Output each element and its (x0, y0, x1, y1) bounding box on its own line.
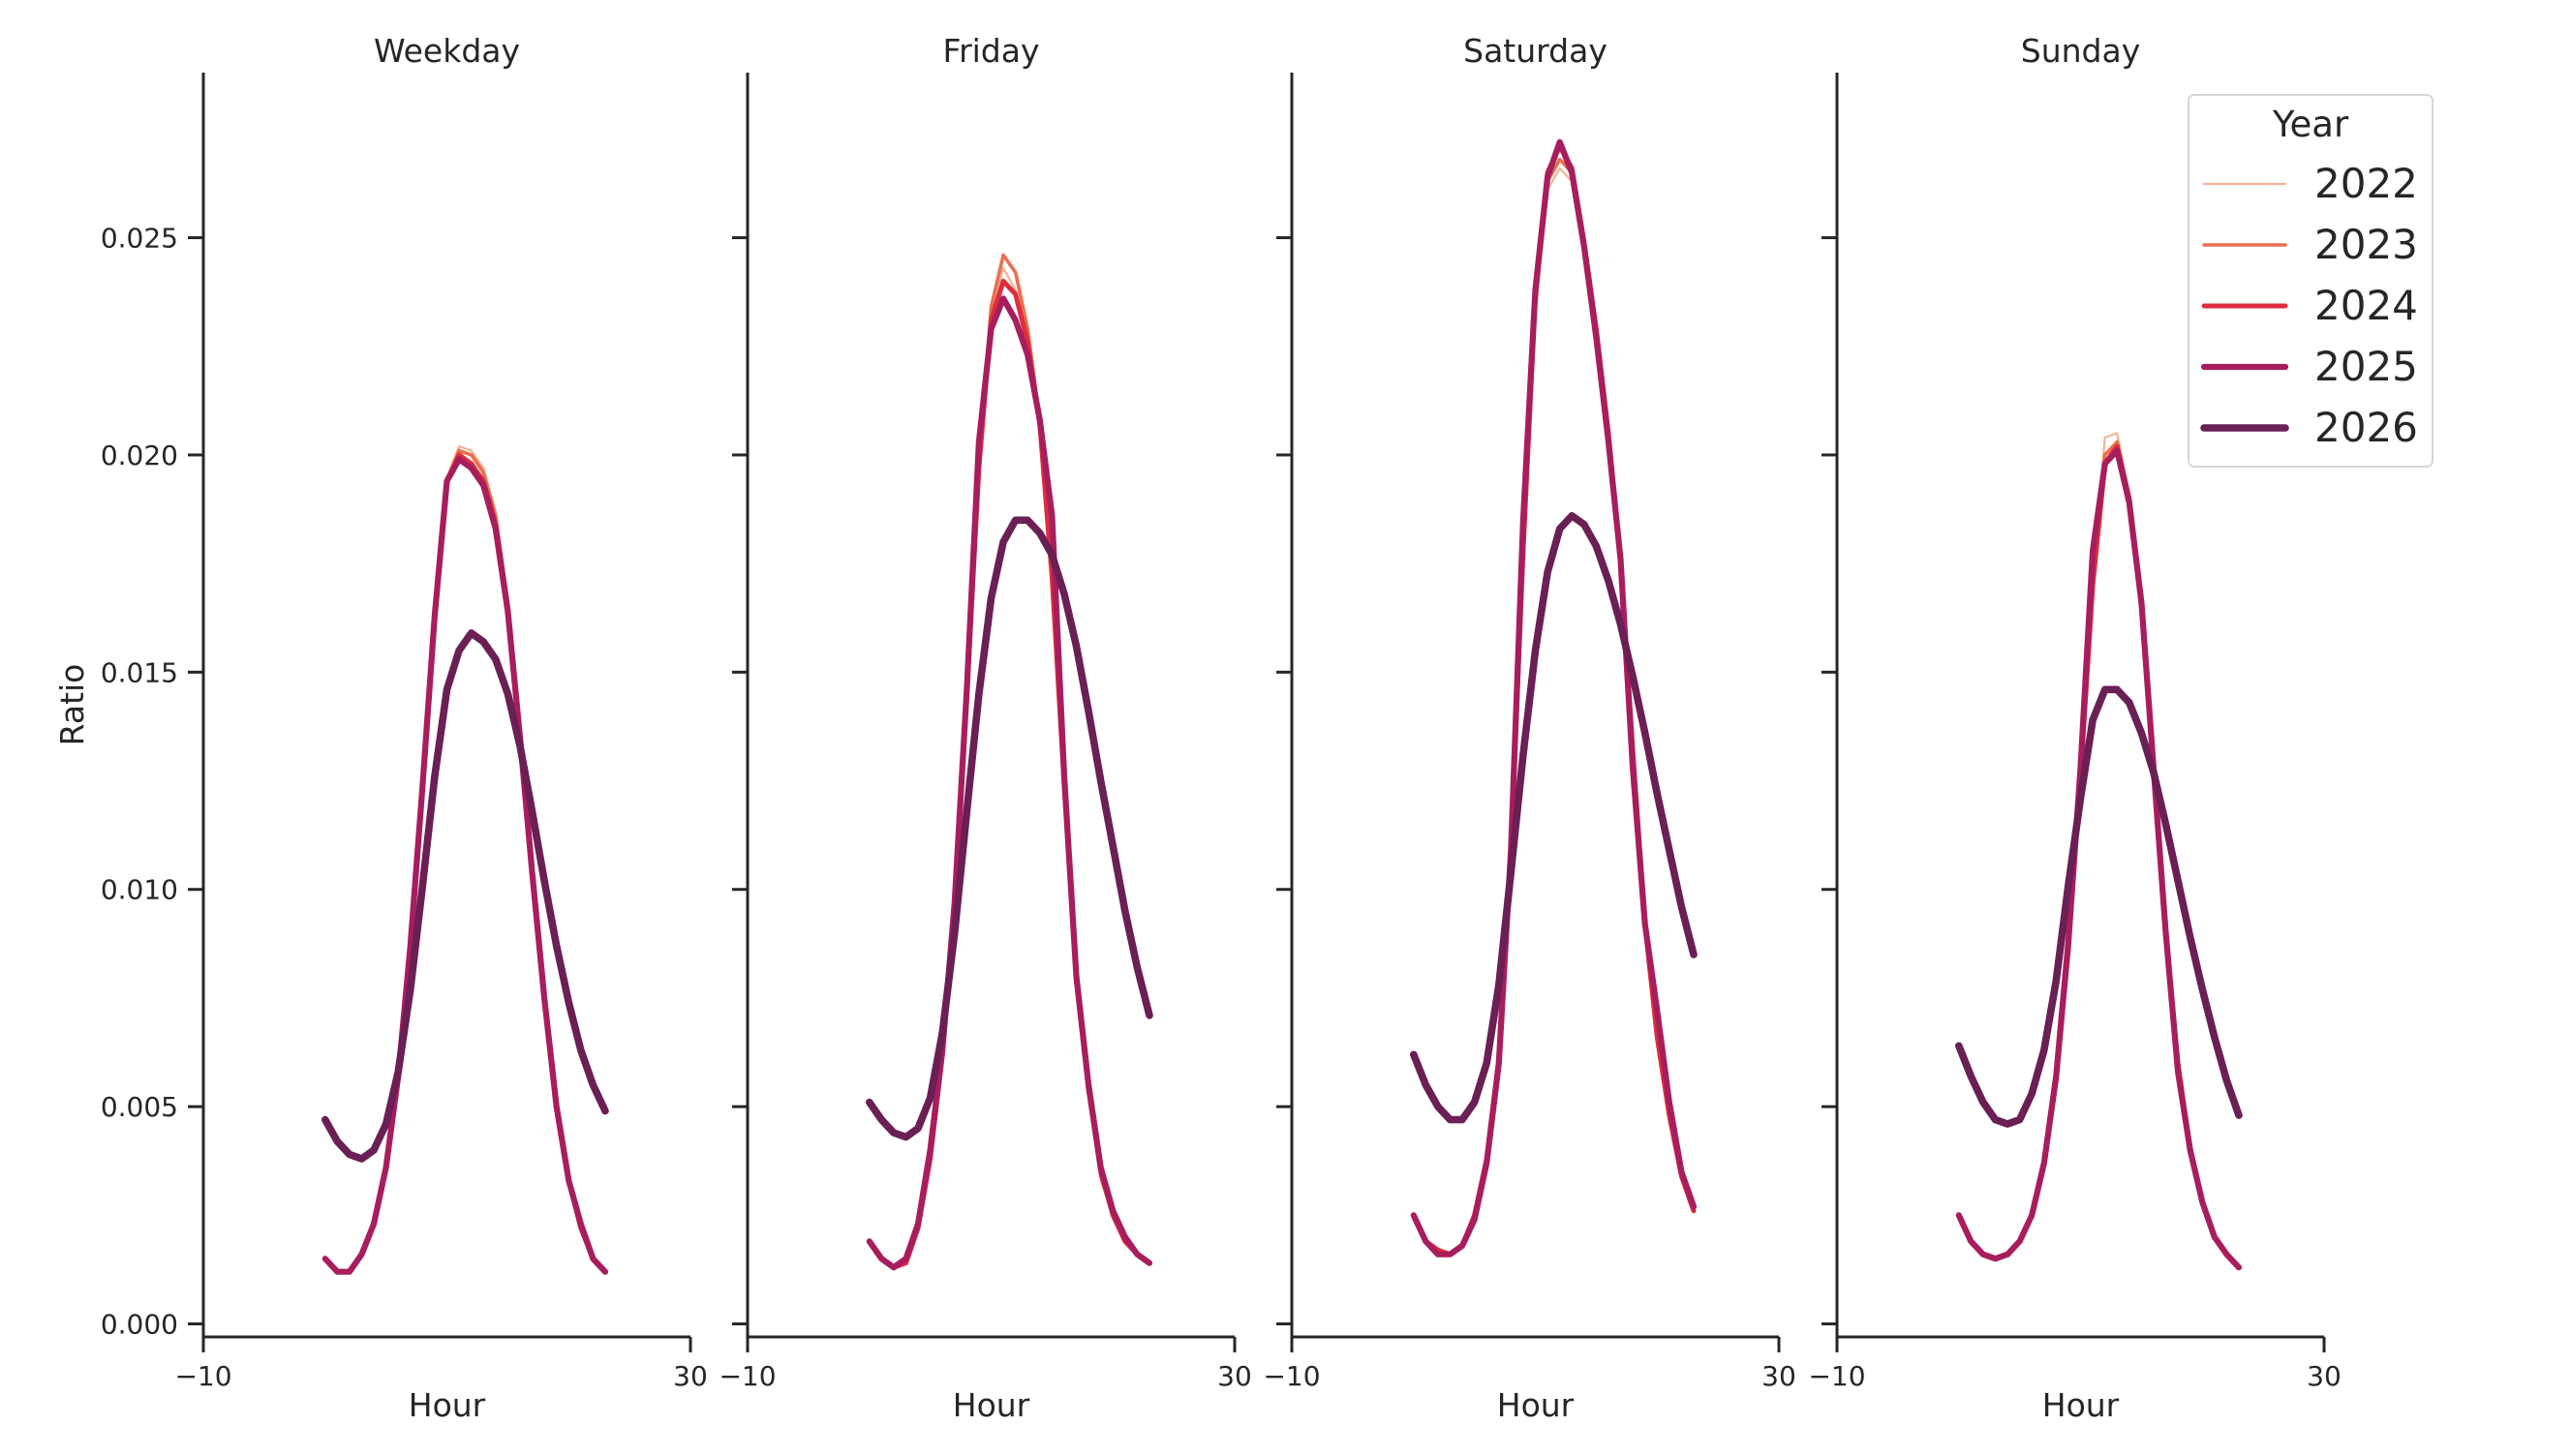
legend-entry-2026: 2026 (2200, 404, 2418, 451)
legend-entry-2022: 2022 (2202, 160, 2418, 207)
x-tick-label: −10 (719, 1360, 776, 1392)
x-tick-label: 30 (1217, 1360, 1252, 1392)
x-tick-label: −10 (174, 1360, 231, 1392)
legend: Year 2022 2023 2024 2025 2026 (2188, 94, 2434, 468)
series-line-2026 (1955, 685, 2243, 1128)
y-tick-label: 0.010 (101, 874, 178, 906)
x-tick-label: −10 (1263, 1360, 1320, 1392)
series-line-2024 (867, 278, 1152, 1270)
panel-saturday: Saturday −10 30 Hour (1263, 32, 1795, 1424)
y-axis-label: Ratio (53, 664, 91, 746)
series-line-2022 (1412, 167, 1696, 1256)
legend-label: 2023 (2314, 221, 2418, 268)
panel-friday: Friday −10 30 Hour (719, 32, 1251, 1424)
x-axis-label: Hour (2042, 1386, 2120, 1424)
series-line-2025 (1410, 138, 1698, 1258)
x-tick-label: −10 (1808, 1360, 1865, 1392)
series-line-2023 (1412, 158, 1696, 1257)
series-line-2022 (868, 266, 1151, 1269)
x-tick-label: 30 (2307, 1360, 2342, 1392)
series-line-2026 (321, 629, 609, 1163)
series-line-2025 (322, 456, 609, 1275)
legend-entry-2025: 2025 (2200, 343, 2418, 390)
legend-label: 2022 (2314, 160, 2418, 207)
panel-weekday: Weekday 0.000 0.005 0.010 0.015 0.020 0.025 −10… (101, 32, 708, 1424)
y-tick-label: 0.020 (101, 440, 178, 471)
y-tick-label: 0.000 (101, 1309, 178, 1341)
panel-sunday: Sunday −10 30 Hour (1808, 32, 2341, 1424)
series-line-2024 (1956, 443, 2242, 1270)
legend-box (2188, 94, 2434, 468)
series-line-2022 (1957, 432, 2241, 1269)
series-line-2025 (866, 295, 1153, 1271)
x-axis-label: Hour (1497, 1386, 1575, 1424)
series-line-2026 (1410, 511, 1698, 1124)
legend-label: 2026 (2314, 404, 2418, 451)
series-line-2025 (1955, 447, 2243, 1271)
y-tick-label: 0.005 (101, 1091, 178, 1123)
x-axis-label: Hour (409, 1386, 486, 1424)
y-tick-label: 0.025 (101, 223, 178, 255)
panel-title: Friday (942, 32, 1039, 70)
panel-title: Saturday (1463, 32, 1608, 70)
series-line-2024 (1411, 143, 1697, 1258)
series-line-2023 (1957, 440, 2241, 1269)
series-line-2023 (867, 253, 1151, 1269)
panel-title: Weekday (374, 32, 520, 70)
panels-layer: Weekday 0.000 0.005 0.010 0.015 0.020 0.025 −10… (53, 32, 2342, 1424)
legend-entry-2023: 2023 (2202, 221, 2418, 268)
series-line-2026 (865, 516, 1153, 1141)
x-tick-label: 30 (1761, 1360, 1796, 1392)
panel-title: Sunday (2021, 32, 2140, 70)
legend-label: 2025 (2314, 343, 2418, 390)
x-tick-label: 30 (673, 1360, 708, 1392)
legend-label: 2024 (2314, 282, 2418, 329)
x-axis-label: Hour (953, 1386, 1030, 1424)
y-tick-label: 0.015 (101, 656, 178, 688)
legend-entry-2024: 2024 (2201, 282, 2418, 329)
legend-title: Year (2272, 104, 2349, 145)
